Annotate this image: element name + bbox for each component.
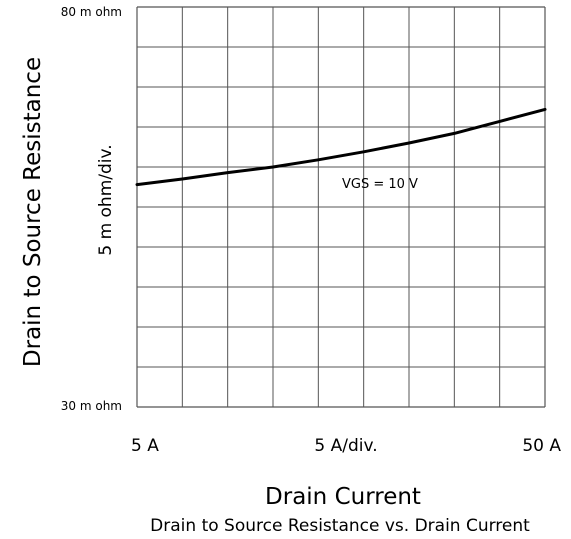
x-min-tick-label: 5 A <box>131 436 159 456</box>
series-annotation: VGS = 10 V <box>342 177 418 192</box>
x-scale-label: 5 A/div. <box>314 436 377 456</box>
chart-title: Drain to Source Resistance vs. Drain Cur… <box>150 516 530 536</box>
y-min-tick-label: 30 m ohm <box>61 399 122 413</box>
series-line <box>135 107 547 187</box>
y-axis-title: Drain to Source Resistance <box>20 57 46 367</box>
y-scale-label: 5 m ohm/div. <box>96 144 116 255</box>
series-layer <box>135 107 547 187</box>
y-max-tick-label: 80 m ohm <box>61 5 122 19</box>
grid <box>136 6 546 408</box>
x-axis-title: Drain Current <box>265 484 421 510</box>
x-max-tick-label: 50 A <box>522 436 561 456</box>
